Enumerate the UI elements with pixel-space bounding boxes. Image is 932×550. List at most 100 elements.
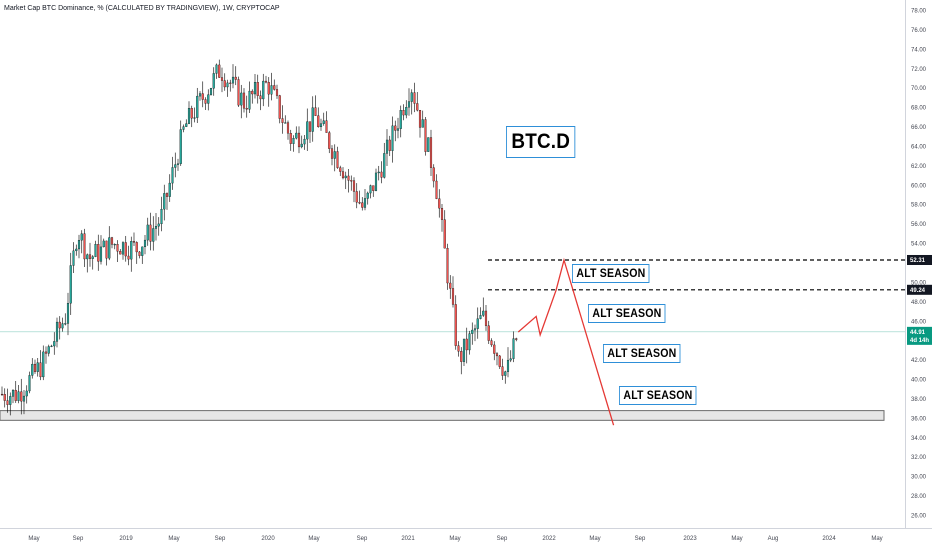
candle-body (451, 288, 455, 305)
candle (245, 95, 248, 118)
candle (218, 59, 221, 78)
candle (493, 341, 496, 361)
candle (130, 236, 133, 272)
candle-body (374, 172, 378, 191)
candle (352, 177, 356, 203)
candle-body (69, 265, 72, 304)
candle (25, 385, 28, 404)
x-tick-label: Sep (73, 536, 84, 542)
candle-body (487, 325, 490, 341)
candle-body (295, 132, 298, 139)
candle-body (3, 394, 6, 401)
candle-body (333, 151, 336, 159)
candle-body (31, 363, 34, 376)
candle-body (64, 323, 67, 325)
candle-body (319, 123, 323, 128)
candle-body (215, 64, 218, 74)
btcd-label[interactable]: BTC.D (506, 126, 576, 158)
candle (91, 255, 94, 270)
candle (471, 322, 474, 345)
y-tick-label: 30.00 (911, 475, 927, 481)
candle-body (160, 208, 163, 225)
candle (454, 295, 457, 350)
y-tick-label: 76.00 (911, 28, 927, 34)
candle (185, 119, 188, 128)
candle (405, 100, 408, 119)
candle (11, 389, 15, 404)
candle (223, 73, 226, 91)
chart-title: Market Cap BTC Dominance, % (CALCULATED … (4, 5, 280, 12)
candle-body (0, 393, 4, 396)
candle (105, 240, 108, 266)
candle-body (267, 82, 270, 95)
candle (132, 232, 136, 247)
candle-body (198, 93, 202, 97)
candle-body (317, 115, 320, 128)
candle (240, 84, 243, 119)
candle-body (438, 198, 441, 209)
candle (110, 236, 114, 249)
x-tick-label: Sep (497, 536, 508, 542)
price-tag-upper-bg (907, 254, 932, 265)
candle (187, 101, 191, 125)
candle (482, 297, 485, 317)
candle (391, 116, 394, 163)
candle (143, 234, 147, 255)
candle (427, 137, 430, 152)
candle-body (61, 323, 64, 329)
candle (402, 104, 405, 121)
candle (317, 107, 320, 128)
alt-season-label-1[interactable]: ALT SEASON (572, 264, 650, 283)
candle (361, 197, 364, 211)
support-zone (0, 410, 885, 421)
x-tick-label: Aug (768, 536, 779, 542)
candle (289, 129, 292, 151)
x-tick-label: May (731, 536, 742, 542)
candle (86, 253, 89, 273)
x-tick-label: May (308, 536, 319, 542)
candle-body (308, 121, 312, 132)
candle (121, 241, 125, 260)
candle (9, 392, 12, 416)
candle-body (394, 125, 397, 131)
candle (201, 81, 204, 108)
candle-body (127, 255, 130, 260)
candle-body (405, 107, 408, 116)
candle-body (88, 254, 92, 259)
alt-season-label-3[interactable]: ALT SEASON (603, 344, 681, 363)
x-tick-label: 2022 (542, 536, 556, 542)
candle (207, 89, 210, 111)
candle (421, 110, 424, 128)
candle-body (121, 242, 125, 255)
candle (432, 164, 435, 188)
candle-body (314, 107, 317, 116)
alt-season-label-2[interactable]: ALT SEASON (588, 304, 666, 323)
candle-body (234, 76, 237, 80)
candle-body (171, 167, 174, 184)
candle (215, 63, 218, 79)
candle-body (9, 396, 12, 405)
candle-body (152, 228, 155, 242)
candle-body (385, 139, 389, 154)
candle (460, 347, 463, 375)
candle-body (336, 151, 339, 168)
candle (355, 183, 358, 209)
candle-body (204, 99, 207, 104)
candle (160, 196, 163, 232)
candle (341, 167, 345, 180)
candle (176, 158, 180, 171)
candle-body (416, 103, 419, 111)
candle (286, 120, 290, 140)
candle-body (501, 366, 504, 376)
candle (124, 235, 127, 262)
x-tick-label: May (589, 536, 600, 542)
candle (457, 341, 460, 357)
candle (55, 317, 59, 348)
candle-body (289, 133, 292, 144)
candle (350, 175, 353, 191)
alt-season-label-4[interactable]: ALT SEASON (619, 386, 697, 405)
candle-body (468, 333, 471, 351)
candle-body (138, 251, 141, 256)
x-tick-label: 2019 (119, 536, 133, 542)
